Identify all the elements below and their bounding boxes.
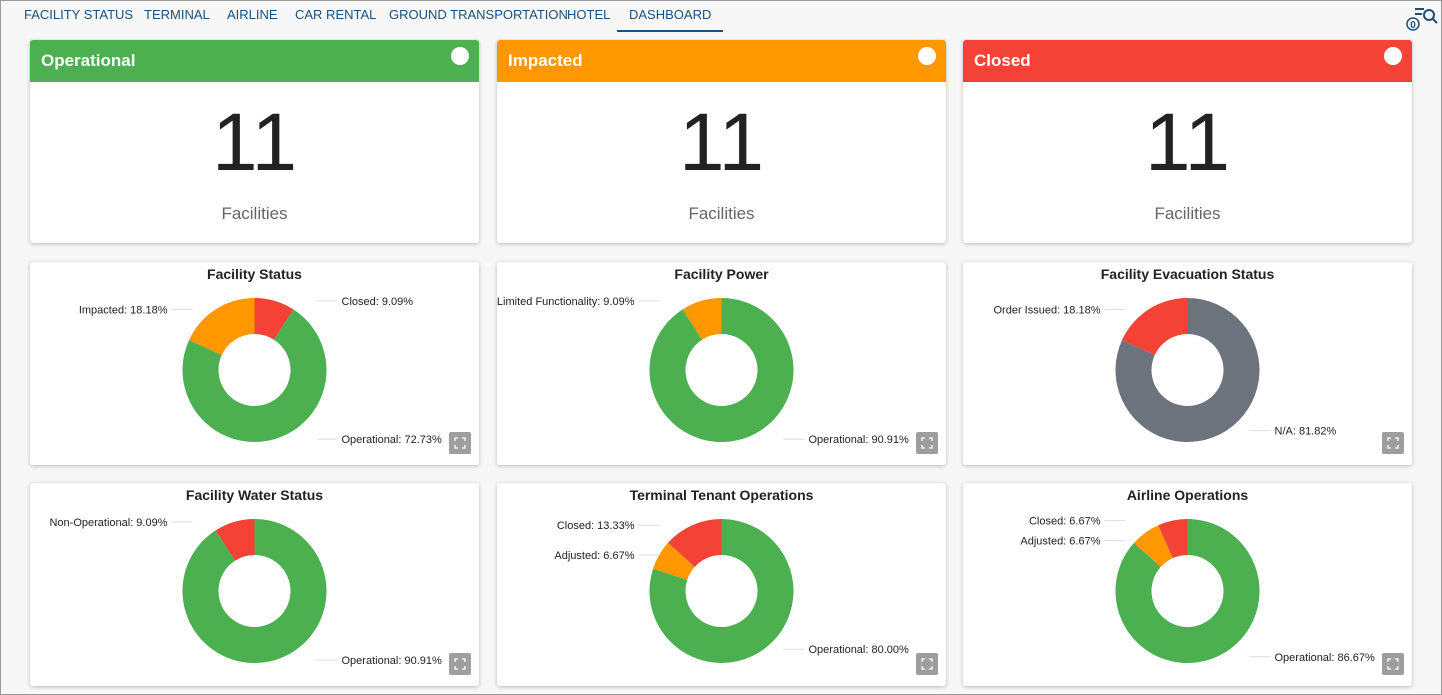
slice-label: Operational: 86.67% (1275, 652, 1376, 664)
donut-slice (653, 542, 695, 580)
chart-card: Terminal Tenant Operations Operational: 8… (497, 483, 946, 686)
nav-tab[interactable]: CAR RENTAL (295, 7, 377, 22)
button-bg (1382, 653, 1404, 675)
fullscreen-button[interactable] (449, 653, 471, 675)
fullscreen-button[interactable] (1382, 653, 1404, 675)
button-icon (454, 658, 466, 670)
status-title: Impacted (508, 51, 583, 70)
button-icon (454, 437, 466, 449)
donut-slice (1158, 519, 1188, 559)
slice-label: Closed: 6.67% (1029, 516, 1101, 528)
donut-slice (649, 519, 794, 663)
chart: Airline Operations Operational: 86.67% Clo… (1020, 487, 1404, 675)
button-bg (1382, 432, 1404, 454)
chart-title: Terminal Tenant Operations (630, 487, 814, 503)
slice-label: Non-Operational: 9.09% (49, 517, 167, 529)
header-icon[interactable] (1384, 47, 1402, 65)
chart-title: Facility Evacuation Status (1101, 266, 1275, 282)
button-icon (1387, 437, 1399, 449)
donut-slice (189, 298, 255, 356)
donut-slice (1115, 298, 1260, 442)
donut-slice (668, 519, 722, 567)
slice-label: Impacted: 18.18% (79, 304, 168, 316)
header-icon[interactable] (918, 47, 936, 65)
slice-label: Closed: 9.09% (342, 296, 414, 308)
chart-title: Facility Water Status (186, 487, 323, 503)
slice-label: Operational: 90.91% (809, 434, 910, 446)
slice-label: Order Issued: 18.18% (993, 304, 1100, 316)
donut-slice (1133, 525, 1173, 567)
nav-bar: FACILITY STATUS TERMINAL AIRLINE CAR RENTAL… (0, 0, 1442, 32)
slice-label: Limited Functionality: 9.09% (497, 296, 635, 308)
chart: Terminal Tenant Operations Operational: 8… (554, 487, 938, 675)
chart-title: Facility Power (674, 266, 769, 282)
fullscreen-button[interactable] (916, 432, 938, 454)
header-icon[interactable] (451, 47, 469, 65)
chart: Facility Power Operational: 90.91% Limited… (497, 266, 938, 454)
filter-count: 0 (1410, 20, 1416, 31)
chart: Facility Status Closed: 9.09% Operational:… (79, 266, 471, 454)
slice-label: Operational: 90.91% (342, 655, 443, 667)
fullscreen-button[interactable] (916, 653, 938, 675)
slice-label: Adjusted: 6.67% (1020, 536, 1100, 548)
chart-card: Airline Operations Operational: 86.67% Clo… (963, 483, 1412, 686)
chart-card: Facility Evacuation Status N/A: 81.82% Ord… (963, 262, 1412, 465)
fullscreen-button[interactable] (1382, 432, 1404, 454)
donut-slice (215, 519, 255, 561)
slice-label: N/A: 81.82% (1275, 426, 1337, 438)
nav-tab[interactable]: GROUND TRANSPORTATION (389, 7, 568, 22)
donut-slice (182, 519, 327, 663)
status-count: 11 (1144, 97, 1231, 188)
status-count: 11 (678, 97, 765, 188)
status-count: 11 (211, 97, 298, 188)
donut-slice (649, 298, 794, 442)
chart-card: Facility Status Closed: 9.09% Operational:… (30, 262, 479, 465)
status-card-header: Impacted (497, 40, 946, 82)
button-icon (921, 658, 933, 670)
donut-slice (1115, 519, 1260, 663)
status-unit: Facilities (1154, 204, 1221, 223)
status-title: Operational (41, 51, 136, 70)
status-unit: Facilities (221, 204, 288, 223)
chart: Facility Evacuation Status N/A: 81.82% Ord… (993, 266, 1404, 454)
status-card: Operational 11 Facilities (30, 40, 479, 243)
nav-tab[interactable]: AIRLINE (227, 7, 278, 22)
status-card: Closed 11 Facilities (963, 40, 1412, 243)
button-bg (449, 432, 471, 454)
status-unit: Facilities (688, 204, 755, 223)
chart: Facility Water Status Operational: 90.91%… (49, 487, 471, 675)
donut-slice (682, 298, 722, 340)
chart-title: Airline Operations (1127, 487, 1249, 503)
slice-label: Adjusted: 6.67% (554, 550, 634, 562)
chart-card: Facility Power Operational: 90.91% Limited… (497, 262, 946, 465)
nav-tab[interactable]: TERMINAL (144, 7, 210, 22)
nav-tab[interactable]: HOTEL (567, 7, 611, 22)
slice-label: Operational: 72.73% (342, 434, 443, 446)
button-icon (921, 437, 933, 449)
donut-slice (254, 298, 294, 340)
donut-slice (1122, 298, 1188, 356)
slice-label: Operational: 80.00% (809, 644, 910, 656)
status-card: Impacted 11 Facilities (497, 40, 946, 243)
status-title: Closed (974, 51, 1031, 70)
button-bg (916, 432, 938, 454)
slice-label: Closed: 13.33% (557, 520, 635, 532)
button-bg (916, 653, 938, 675)
button-bg (449, 653, 471, 675)
filter-search-button[interactable]: 0 (1404, 4, 1440, 34)
chart-title: Facility Status (207, 266, 302, 282)
donut-slice (182, 309, 327, 442)
nav-tab[interactable]: FACILITY STATUS (24, 7, 134, 22)
status-card-header: Closed (963, 40, 1412, 82)
nav-tab[interactable]: DASHBOARD (617, 7, 724, 32)
button-icon (1387, 658, 1399, 670)
chart-card: Facility Water Status Operational: 90.91%… (30, 483, 479, 686)
fullscreen-button[interactable] (449, 432, 471, 454)
status-card-header: Operational (30, 40, 479, 82)
